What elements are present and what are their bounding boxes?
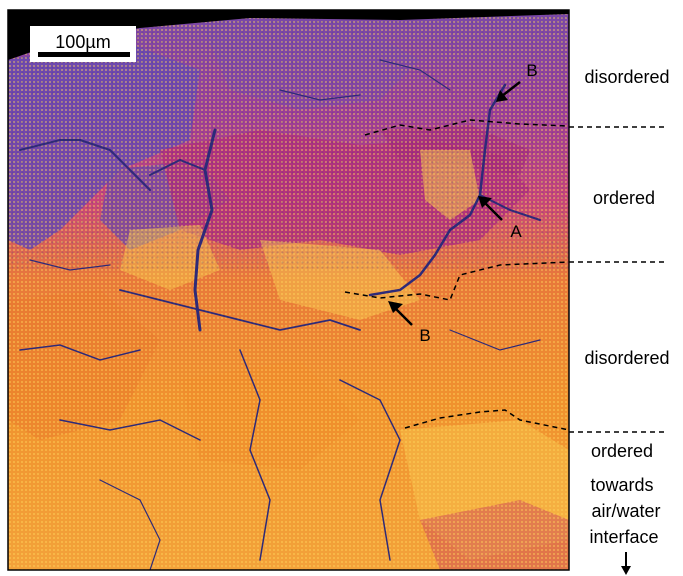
arrow-b-top: B — [496, 61, 538, 102]
region-label-ordered-top: ordered — [593, 188, 655, 208]
image-border — [7, 9, 570, 571]
arrow-a: A — [478, 196, 522, 241]
region-label-air-water: air/water — [591, 501, 660, 521]
boundary-line — [404, 409, 569, 431]
micrograph-image — [8, 10, 569, 570]
region-label-disordered-middle: disordered — [584, 348, 669, 368]
boundary-line — [344, 261, 569, 301]
arrow-b-middle: B — [388, 301, 431, 345]
arrow-label-b-top: B — [526, 61, 537, 80]
background-corner — [8, 10, 569, 60]
region-label-disordered-top: disordered — [584, 67, 669, 87]
scale-bar: 100µm — [30, 26, 136, 62]
arrow-label-b-middle: B — [419, 326, 430, 345]
scale-bar-label: 100µm — [55, 32, 110, 52]
boundary-line — [364, 119, 569, 136]
down-arrow-icon — [621, 552, 631, 575]
arrow-label-a: A — [510, 222, 522, 241]
crack-network — [19, 59, 541, 570]
region-label-towards: towards — [590, 475, 653, 495]
region-label-interface: interface — [589, 527, 658, 547]
region-label-ordered-bottom: ordered — [591, 441, 653, 461]
